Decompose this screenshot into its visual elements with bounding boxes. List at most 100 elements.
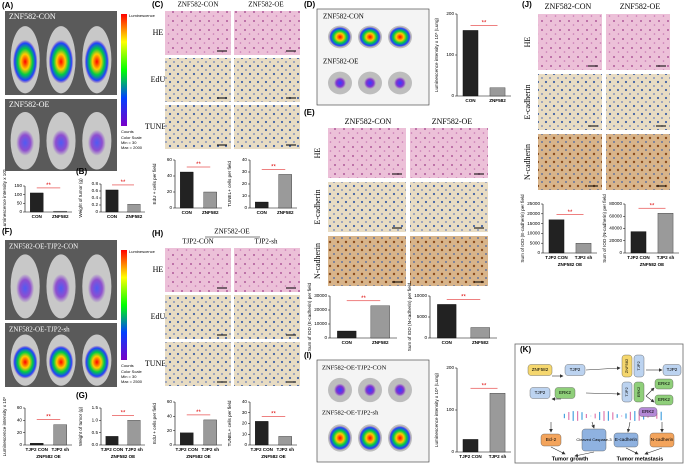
row-label: HE	[523, 37, 532, 48]
micrograph	[538, 14, 602, 70]
y-tick-label: 40	[167, 414, 173, 419]
node-label: ZNF582	[532, 367, 549, 372]
y-axis-title: EdU + cells per field	[152, 403, 157, 444]
y-tick-label: 10000	[314, 321, 327, 326]
micrograph	[165, 58, 231, 102]
bar	[657, 213, 674, 254]
node-label: Bcl-2	[546, 437, 557, 442]
arrow	[591, 421, 595, 429]
x-axis-title: ZNF582 OE	[186, 454, 211, 459]
y-tick-label: 10000	[527, 231, 540, 236]
x-tick-label: CON	[182, 210, 193, 215]
bar	[255, 421, 269, 446]
y-tick-label: 10	[242, 431, 248, 436]
group-label: ZNF582-OE	[214, 228, 249, 236]
y-tick-label: 20000	[314, 307, 327, 312]
column-label: ZNF582-OE	[432, 117, 473, 126]
bar	[278, 436, 292, 446]
y-tick-label: 5000	[417, 314, 428, 319]
arrow	[645, 395, 655, 403]
y-axis-title: Sum of IOD (N-cadherin) per field	[602, 194, 607, 263]
signal	[359, 425, 381, 451]
y-tick-label: 20	[167, 189, 173, 194]
y-axis-title: Luminescence intensity x 10⁵ (Lung)	[434, 372, 439, 447]
y-axis-title: EdU + cells per field	[152, 163, 157, 204]
node	[649, 432, 675, 448]
group-label: ZNF582-CON	[9, 12, 56, 21]
row-label: N-cadherin	[523, 144, 532, 180]
colorbar-title: Luminescence	[129, 13, 156, 18]
y-tick-label: 10000	[414, 293, 427, 298]
row-label: TUNEL	[145, 359, 171, 368]
colorbar-note: Color Scale	[121, 135, 142, 140]
y-axis-title: Luminescence intensity x 10⁵	[2, 397, 7, 457]
x-tick-label: ZNF582	[277, 210, 294, 215]
node-label: TJP2	[535, 390, 546, 395]
group-label: ZNF582-OE-TJP2-sh	[322, 409, 379, 416]
group-label: ZNF582-CON	[323, 13, 364, 21]
significance: **	[196, 410, 201, 416]
node	[654, 394, 674, 406]
y-tick-label: 100	[446, 52, 454, 57]
micrograph	[328, 128, 406, 178]
column-label: TJP2-CON	[182, 238, 214, 246]
signal	[329, 425, 351, 451]
panel-label: (I)	[304, 351, 312, 360]
x-tick-label: CON	[442, 340, 453, 345]
signal	[359, 26, 381, 48]
x-tick-label: TJP2 sh	[575, 255, 593, 260]
x-tick-label: ZNF582	[52, 214, 69, 219]
node	[633, 381, 645, 403]
column-label: ZNF582-OE	[620, 2, 661, 11]
bar	[255, 201, 269, 209]
x-axis-title: ZNF582 OE	[640, 262, 665, 267]
x-tick-label: ZNF582	[126, 214, 143, 219]
bar	[575, 243, 592, 254]
y-axis-title: Weight of tumor (g)	[78, 406, 83, 446]
y-tick-label: 0	[169, 442, 172, 447]
significance: **	[271, 411, 276, 417]
colorbar	[121, 250, 127, 360]
column-label: TJP2-sh	[255, 238, 278, 246]
node	[654, 378, 674, 390]
panel-label: (C)	[152, 0, 163, 9]
micrograph	[165, 11, 231, 55]
node-label: ERK2	[559, 390, 571, 395]
colorbar-note: Max = 2500	[121, 379, 143, 384]
column-label: ZNF582-CON	[178, 1, 219, 9]
significance: **	[46, 183, 51, 189]
x-tick-label: CON	[107, 214, 118, 219]
x-tick-label: CON	[342, 340, 353, 345]
y-tick-label: 100	[14, 192, 22, 197]
node	[638, 407, 658, 417]
row-label: TUNEL	[145, 122, 171, 131]
node-label: N-cadherin	[651, 437, 674, 442]
panel-label: (H)	[152, 229, 163, 238]
y-tick-label: 20000	[609, 238, 622, 243]
bar	[127, 204, 141, 213]
signal	[84, 39, 110, 84]
signal	[394, 77, 406, 89]
x-axis-title: ZNF582 OE	[261, 454, 286, 459]
micrograph	[410, 128, 488, 178]
y-tick-label: 0	[19, 442, 22, 447]
y-tick-label: 60	[17, 405, 23, 410]
node	[564, 364, 586, 376]
y-tick-label: 0	[19, 209, 22, 214]
y-tick-label: 40	[17, 418, 23, 423]
node	[554, 387, 576, 399]
y-tick-label: 0.5	[92, 430, 99, 435]
y-tick-label: 25000	[527, 201, 540, 206]
signal	[12, 39, 38, 84]
micrograph	[410, 236, 488, 286]
panel-k-frame	[514, 343, 684, 464]
x-tick-label: CON	[257, 210, 268, 215]
micrograph	[606, 134, 670, 190]
outcome-label: Tumor metastasis	[617, 456, 664, 462]
signal	[329, 26, 351, 48]
bar	[437, 304, 457, 339]
arrow	[645, 387, 655, 397]
signal	[87, 129, 106, 156]
y-tick-label: 0	[95, 209, 98, 214]
bar	[53, 424, 67, 446]
